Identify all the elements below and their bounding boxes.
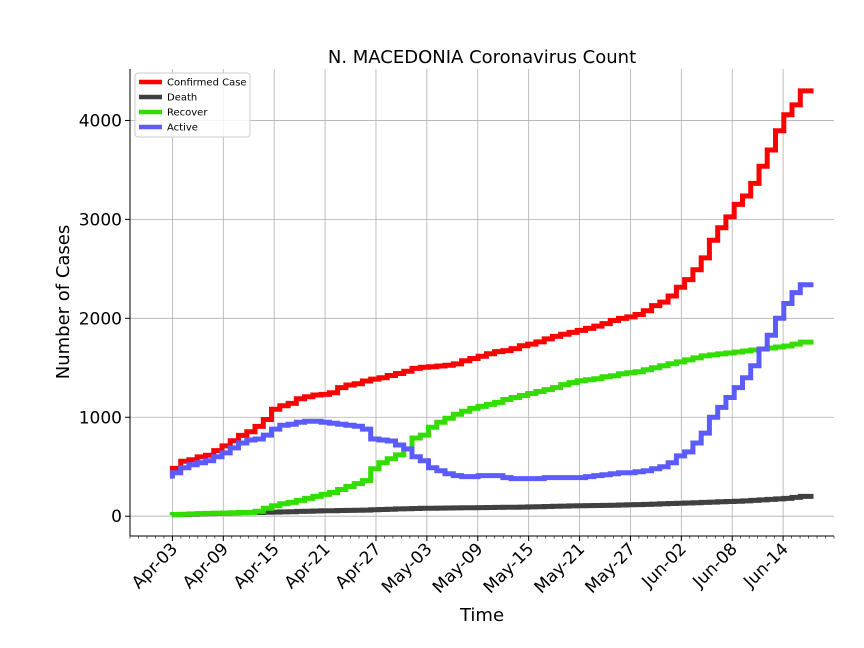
legend: Confirmed Case Death Recover Active: [134, 72, 251, 138]
legend-label-recover: Recover: [167, 108, 208, 119]
series-line-death: [169, 493, 814, 518]
chart-title: N. MACEDONIA Coronavirus Count: [328, 47, 636, 68]
y-tick-label: 1000: [79, 408, 122, 428]
y-tick-label: 3000: [79, 210, 122, 230]
x-axis-title: Time: [459, 605, 504, 626]
legend-label-active: Active: [167, 123, 198, 134]
y-tick-label: 0: [111, 507, 122, 527]
series-line-recover: [169, 339, 814, 517]
y-ticks: 0 1000 2000 3000 4000: [79, 111, 130, 527]
series-line-confirmed-case: [169, 88, 814, 474]
legend-label-death: Death: [167, 93, 197, 104]
legend-frame: [134, 72, 251, 138]
axes: [129, 69, 834, 537]
series-line-active: [169, 282, 814, 482]
legend-label-confirmed-case: Confirmed Case: [167, 78, 247, 89]
series-layer: [169, 88, 814, 518]
y-tick-label: 2000: [79, 309, 122, 329]
y-tick-label: 4000: [79, 111, 122, 131]
y-axis-title: Number of Cases: [53, 225, 74, 380]
